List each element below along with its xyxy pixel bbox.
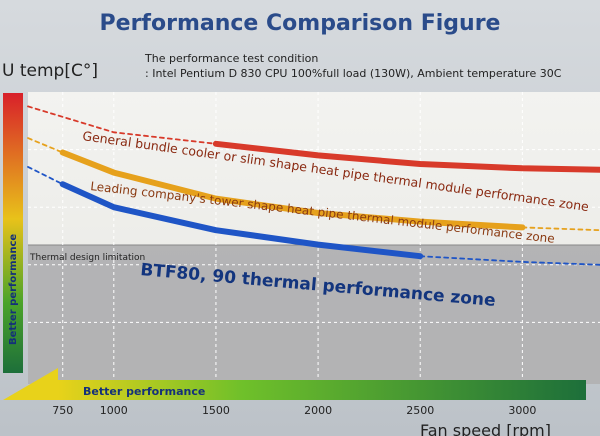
series-1-solid-line (59, 149, 526, 231)
x-tick-label-4: 2500 (406, 404, 434, 417)
x-tick-label-3: 2000 (304, 404, 332, 417)
x-tick-label-5: 3000 (508, 404, 536, 417)
series-1-dashed-end-line (521, 226, 600, 232)
series-0-dashed-line (27, 105, 217, 145)
series-2-dashed-end-line (419, 255, 600, 266)
condition-detail: : Intel Pentium D 830 CPU 100%full load … (145, 67, 562, 80)
chart-title: Performance Comparison Figure (100, 11, 501, 36)
x-tick-label-2: 1500 (202, 404, 230, 417)
series-2-dashed-line (27, 166, 64, 186)
y-axis-label: U temp[C°] (2, 61, 98, 81)
x-better-performance-label: Better performance (83, 385, 205, 398)
x-tick-label-0: 750 (52, 404, 73, 417)
x-axis-label: Fan speed [rpm] (420, 421, 551, 436)
x-tick-label-1: 1000 (100, 404, 128, 417)
thermal-limit-zone (28, 245, 600, 384)
x-tick-labels: 750 1000 1500 2000 2500 3000 (52, 404, 536, 417)
series-layer (27, 105, 600, 266)
y-better-performance-bar (3, 93, 23, 373)
series-2-solid-line (59, 181, 424, 260)
series-0-solid-line (212, 140, 600, 173)
condition-heading: The performance test condition (144, 52, 318, 65)
better-performance-arrowhead (3, 368, 58, 400)
series-1-dashed-line (27, 137, 64, 154)
grid (28, 92, 600, 380)
y-better-performance-label: Better performance (8, 234, 19, 345)
thermal-limit-label: Thermal design limitation (29, 253, 145, 263)
x-better-performance-bar (58, 380, 586, 400)
